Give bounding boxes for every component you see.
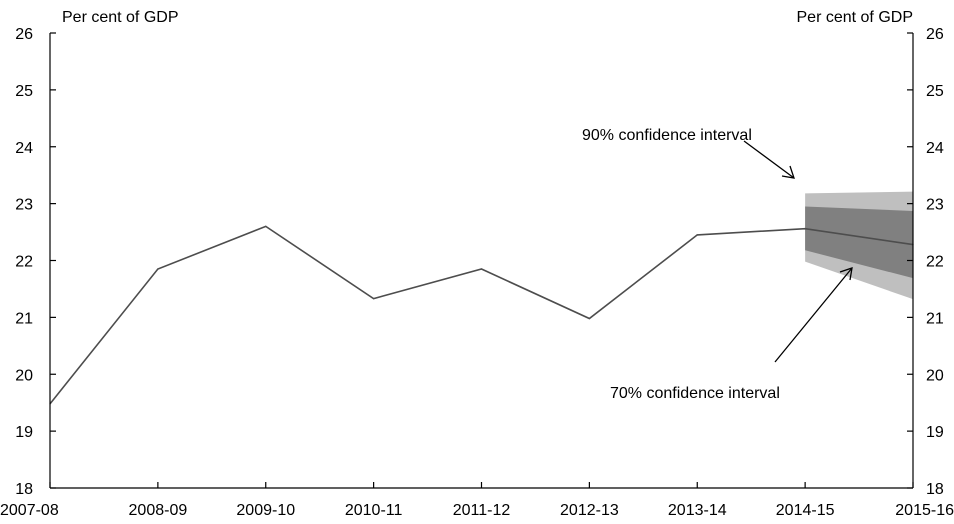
y-tick-label-left: 22 (15, 254, 33, 271)
y-tick-label-right: 19 (926, 424, 944, 441)
series-lines (49, 225, 914, 405)
y-tick-label-left: 26 (15, 26, 33, 43)
y-tick-label-right: 22 (926, 254, 944, 271)
y-tick-label-right: 18 (926, 481, 944, 498)
right-axis-title: Per cent of GDP (797, 9, 914, 26)
data-point (588, 317, 590, 320)
y-tick-label-left: 21 (15, 310, 33, 327)
x-tick-label: 2011-12 (453, 502, 511, 519)
y-tick-label-right: 26 (926, 26, 944, 43)
y-tick-label-left: 25 (15, 83, 33, 100)
y-tick-label-right: 20 (926, 367, 944, 384)
x-tick-label: 2007-08 (0, 502, 59, 519)
data-point (480, 268, 483, 270)
x-tick-label: 2010-11 (345, 502, 403, 519)
x-tick-label: 2015-16 (895, 502, 954, 519)
x-tick-label: 2013-14 (668, 502, 727, 519)
annotation-90-arrow (743, 140, 795, 179)
data-point (157, 268, 159, 270)
y-tick-label-left: 20 (15, 367, 33, 384)
y-tick-label-left: 23 (15, 197, 33, 214)
tick-labels: 18 18 19 19 20 20 21 21 22 22 23 23 24 24 25 25 26 26 2007… (0, 26, 954, 519)
y-tick-label-right: 23 (926, 197, 944, 214)
data-point (373, 298, 375, 300)
series-line-0 (49, 225, 914, 405)
y-tick-label-right: 25 (926, 83, 944, 100)
data-point (804, 228, 806, 230)
axes (49, 32, 914, 489)
confidence-band-1 (805, 206, 913, 279)
annotation-70-arrowhead (839, 267, 853, 281)
annotation-70-arrow (774, 267, 853, 363)
data-point (696, 234, 698, 236)
x-tick-label: 2012-13 (560, 502, 619, 519)
y-tick-label-left: 24 (15, 140, 33, 157)
y-tick-label-right: 21 (926, 310, 944, 327)
y-tick-label-left: 19 (15, 424, 33, 441)
x-tick-label: 2008-09 (129, 502, 188, 519)
annotation-90-label: 90% confidence interval (582, 127, 752, 144)
x-tick-label: 2014-15 (776, 502, 835, 519)
left-axis-title: Per cent of GDP (62, 9, 179, 26)
annotation-90-arrowhead (781, 165, 795, 179)
y-tick-label-right: 24 (926, 140, 944, 157)
data-point (265, 225, 267, 227)
y-tick-label-left: 18 (15, 481, 33, 498)
annotation-70-label: 70% confidence interval (610, 385, 780, 402)
confidence-bands (805, 191, 913, 300)
x-tick-label: 2009-10 (236, 502, 295, 519)
